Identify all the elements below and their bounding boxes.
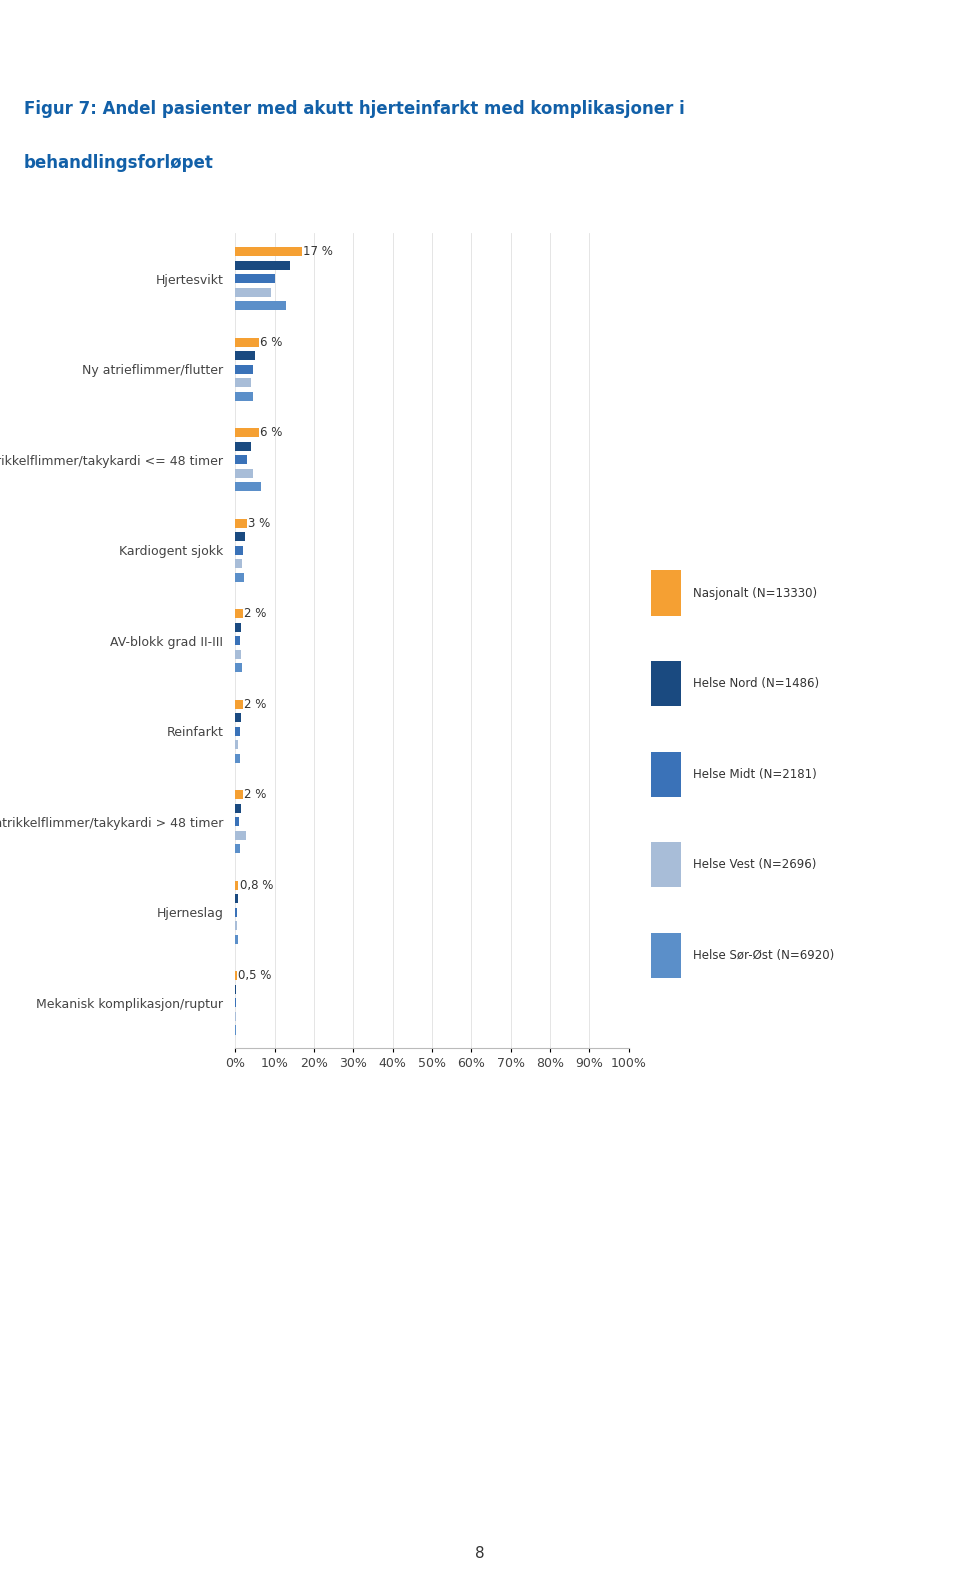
Text: Helse Nord (N=1486): Helse Nord (N=1486) [693, 676, 820, 691]
Text: Helse Midt (N=2181): Helse Midt (N=2181) [693, 767, 817, 781]
Text: 2 %: 2 % [244, 697, 267, 710]
Text: behandlingsforløpet: behandlingsforløpet [24, 154, 214, 173]
Bar [235, 248, 302, 256]
Bar [651, 570, 682, 616]
Bar [235, 754, 240, 762]
Text: 6 %: 6 % [260, 426, 282, 438]
Bar [235, 908, 237, 916]
Bar [235, 519, 247, 527]
Bar [235, 532, 245, 542]
Bar [235, 573, 244, 581]
Bar [235, 610, 243, 618]
Text: Figur 7: Andel pasienter med akutt hjerteinfarkt med komplikasjoner i: Figur 7: Andel pasienter med akutt hjert… [24, 100, 684, 119]
Text: 0,5 %: 0,5 % [238, 969, 272, 981]
Bar [235, 456, 247, 464]
Bar [235, 845, 240, 853]
Text: 2 %: 2 % [244, 788, 267, 800]
Bar [651, 842, 682, 888]
Bar [235, 429, 259, 437]
Text: 3 %: 3 % [249, 516, 271, 529]
Bar [235, 664, 242, 672]
Bar [235, 700, 243, 708]
Bar [235, 302, 286, 310]
Bar [235, 791, 243, 799]
Bar [235, 338, 259, 346]
Text: 6 %: 6 % [260, 335, 282, 348]
Bar [235, 441, 251, 451]
Bar [235, 483, 261, 491]
Bar [235, 740, 238, 750]
Text: 8: 8 [475, 1545, 485, 1561]
Bar [235, 972, 237, 980]
Text: 17 %: 17 % [303, 245, 333, 257]
Bar [235, 351, 255, 360]
Bar [235, 881, 238, 889]
Bar [235, 727, 240, 735]
Bar [235, 804, 241, 813]
Bar [651, 751, 682, 797]
Text: 2 %: 2 % [244, 607, 267, 619]
Bar [235, 622, 241, 632]
Text: NORSK HJERTEINFARKTREGISTER: NORSK HJERTEINFARKTREGISTER [360, 24, 693, 43]
Bar [235, 637, 240, 645]
Bar [235, 649, 241, 659]
Bar [235, 818, 239, 826]
Bar [235, 287, 271, 297]
Bar [235, 365, 252, 373]
Text: 0,8 %: 0,8 % [240, 878, 273, 891]
Bar [235, 378, 251, 387]
Bar [235, 935, 237, 943]
Bar [235, 468, 252, 478]
Text: Helse Vest (N=2696): Helse Vest (N=2696) [693, 858, 817, 872]
Bar [235, 559, 242, 569]
Bar [235, 546, 243, 554]
Bar [235, 894, 238, 904]
Bar [235, 275, 275, 283]
Bar [651, 661, 682, 707]
Bar [235, 392, 252, 400]
Text: Helse Sør-Øst (N=6920): Helse Sør-Øst (N=6920) [693, 948, 834, 962]
Bar [235, 260, 290, 270]
Text: Nasjonalt (N=13330): Nasjonalt (N=13330) [693, 586, 818, 600]
Bar [651, 932, 682, 978]
Bar [235, 921, 237, 931]
Bar [235, 831, 246, 840]
Bar [235, 713, 241, 723]
